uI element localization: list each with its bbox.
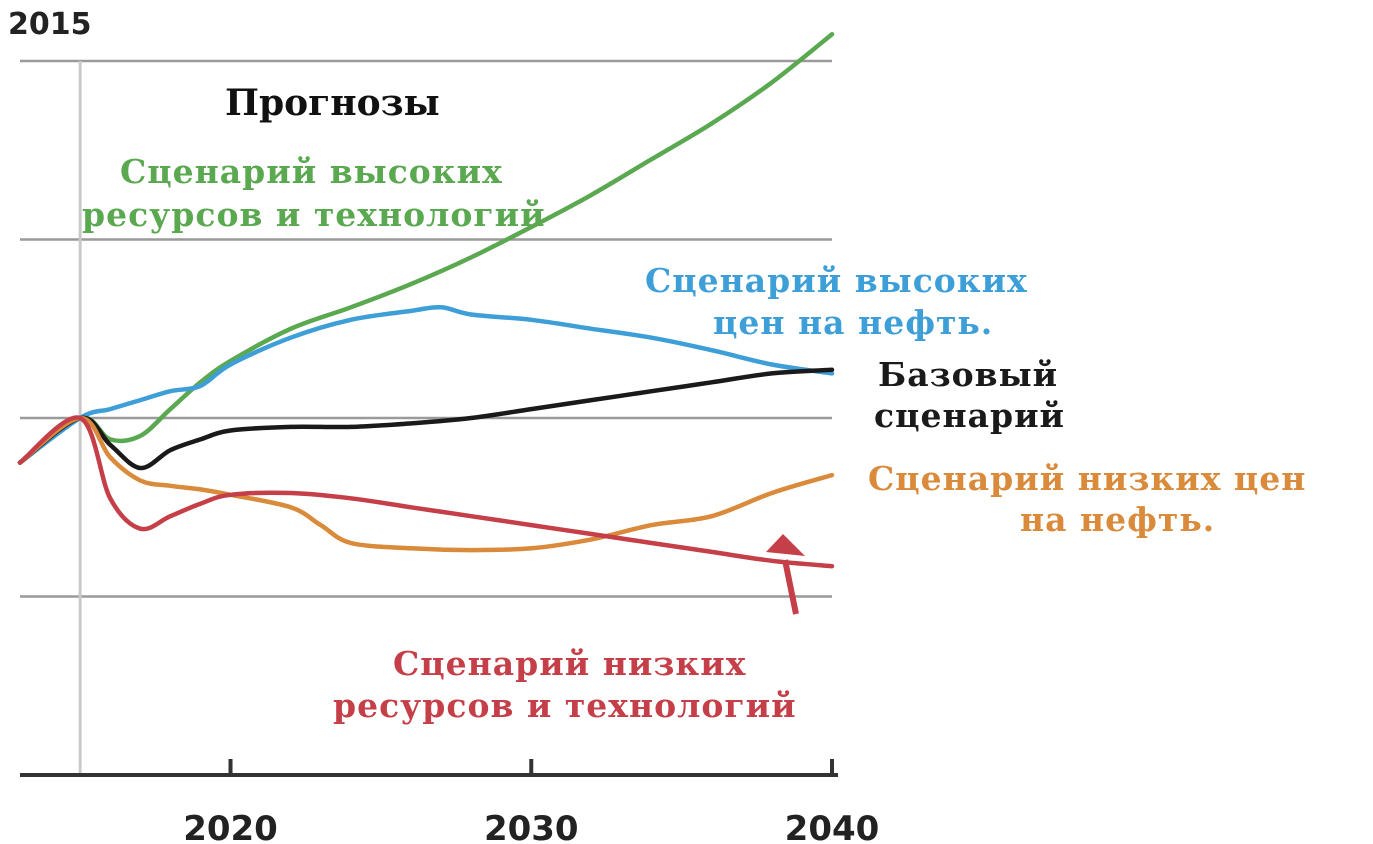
corner-label: 2015 [8,7,92,42]
label-blue-line-2: цен на нефть. [713,303,993,342]
series-line-red [20,417,832,566]
label-green-line-1: Сценарий высоких [120,152,503,191]
label-red-line-1: Сценарий низких [393,644,746,683]
label-green-line-2: ресурсов и технологий [82,195,546,234]
chart-title: Прогнозы [225,82,440,124]
x-axis-ticks: 2020 2030 2040 [183,759,879,844]
label-black-line-2: сценарий [874,396,1065,435]
label-orange-line-1: Сценарий низких цен [868,459,1306,498]
x-tick-label: 2030 [484,809,579,844]
label-blue-line-1: Сценарий высоких [645,261,1028,300]
series-line-blue [20,307,832,462]
label-red-line-2: ресурсов и технологий [333,686,797,725]
label-black-line-1: Базовый [878,355,1058,394]
x-tick-label: 2020 [183,809,278,844]
red-annotation-arrow [766,534,805,614]
x-tick-label: 2040 [785,809,880,844]
label-orange-line-2: на нефть. [1020,500,1215,539]
